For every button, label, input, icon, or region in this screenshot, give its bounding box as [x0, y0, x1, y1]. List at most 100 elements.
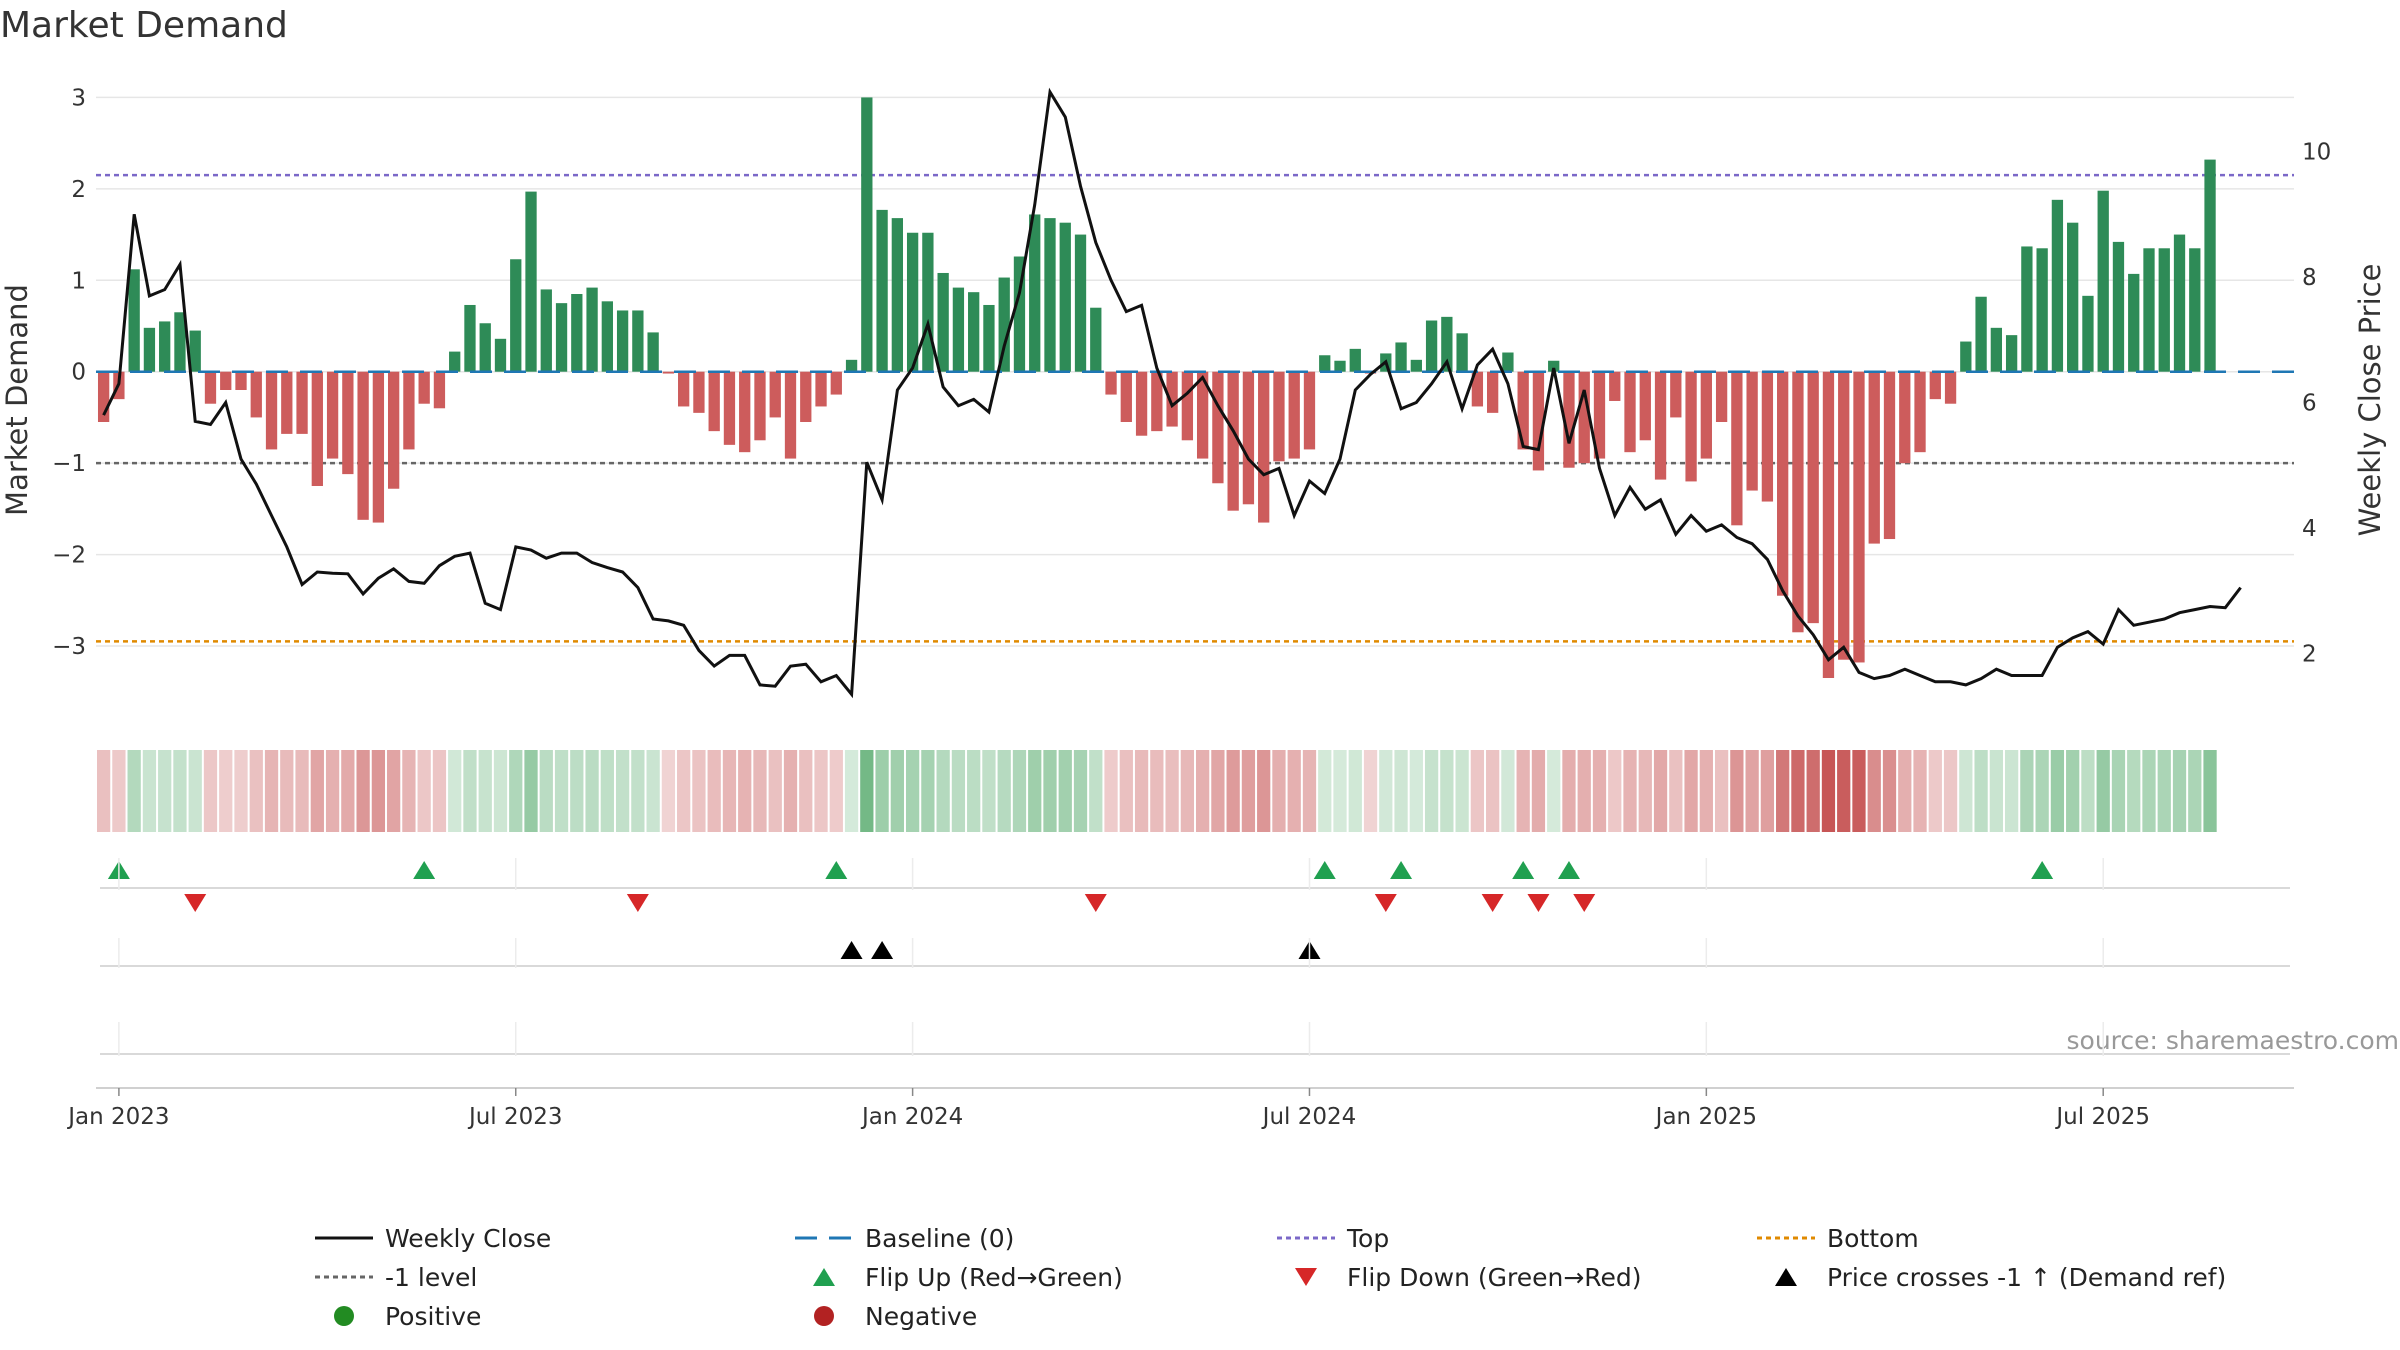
legend-label: Flip Up (Red→Green)	[865, 1263, 1123, 1292]
heat-cell	[1959, 750, 1973, 832]
negative-bar	[708, 371, 720, 432]
heat-cell	[1165, 750, 1179, 832]
heat-cell	[814, 750, 828, 832]
positive-bar	[2021, 246, 2033, 372]
heat-cell	[1333, 750, 1347, 832]
heat-cell	[661, 750, 676, 832]
right-tick-label: 6	[2302, 391, 2317, 417]
legend-item: Top	[1277, 1224, 1389, 1253]
heat-cell	[2127, 750, 2141, 832]
legend-label: -1 level	[385, 1263, 477, 1292]
heat-cell	[1028, 750, 1042, 832]
heat-cell	[2142, 750, 2156, 832]
heat-cell	[2203, 750, 2217, 832]
positive-bar	[2158, 248, 2170, 372]
heat-cell	[905, 750, 920, 832]
positive-bar	[1349, 348, 1361, 372]
legend-label: Bottom	[1827, 1224, 1919, 1253]
negative-bar	[1624, 371, 1636, 453]
heat-cell	[1196, 750, 1210, 832]
positive-bar	[2067, 222, 2079, 372]
heat-cell	[1791, 750, 1805, 832]
positive-bar	[1441, 316, 1453, 372]
negative-bar	[1563, 371, 1575, 468]
legend-label: Weekly Close	[385, 1224, 551, 1253]
heat-cell	[1653, 750, 1668, 832]
negative-bar	[723, 371, 736, 445]
heat-cell	[677, 750, 691, 832]
positive-bar	[906, 232, 919, 372]
heat-cell	[493, 750, 508, 832]
negative-bar	[1166, 371, 1178, 427]
positive-bar	[2051, 199, 2064, 372]
heat-cell	[2172, 750, 2187, 832]
heat-cell	[2081, 750, 2095, 832]
positive-bar	[861, 97, 873, 372]
heat-cell	[615, 750, 630, 832]
negative-bar	[387, 371, 400, 489]
legend-item: Flip Down (Green→Red)	[1295, 1263, 1642, 1292]
positive-bar	[1059, 222, 1071, 372]
heat-cell	[539, 750, 553, 832]
positive-bar	[632, 310, 644, 372]
negative-bar	[204, 371, 217, 404]
flip-down-marker	[1374, 894, 1397, 912]
heat-cell	[112, 750, 126, 832]
x-axis-ticks: Jan 2023 Jul 2023 Jan 2024 Jul 2024 Jan 2025…	[66, 858, 2150, 1130]
negative-bar	[1639, 371, 1651, 441]
right-tick-label: 4	[2302, 516, 2317, 542]
heat-cell	[1150, 750, 1164, 832]
heat-cell	[936, 750, 950, 832]
legend: Weekly Close Baseline (0) Top Bottom -1 leve…	[315, 1224, 2226, 1331]
heat-cell	[1226, 750, 1240, 832]
negative-bar	[403, 371, 415, 450]
negative-bar	[662, 371, 675, 374]
flip-up-marker	[1512, 861, 1535, 879]
heat-cell	[753, 750, 767, 832]
negative-bar	[830, 371, 842, 395]
heat-cell	[631, 750, 645, 832]
heat-cell	[1012, 750, 1027, 832]
weekly-close-line	[102, 87, 2242, 699]
heat-cell	[1608, 750, 1622, 832]
heat-cell	[1409, 750, 1423, 832]
positive-bar	[1548, 360, 1560, 372]
heat-cell	[1577, 750, 1591, 832]
heat-cell	[2035, 750, 2049, 832]
negative-bar	[1471, 371, 1484, 407]
positive-bar	[189, 330, 201, 372]
heat-cell	[1547, 750, 1561, 832]
heat-cell	[1134, 750, 1149, 832]
flip-up-marker	[2031, 861, 2054, 879]
positive-bar	[1395, 342, 1407, 372]
heat-cell	[1379, 750, 1393, 832]
heat-cell	[1318, 750, 1332, 832]
heat-cell	[860, 750, 874, 832]
positive-bar	[2112, 241, 2125, 372]
positive-bar	[1410, 359, 1422, 372]
heat-cell	[264, 750, 279, 832]
positive-bar	[540, 289, 552, 372]
negative-bar	[1761, 371, 1774, 502]
negative-bar	[220, 371, 232, 390]
negative-bar	[1135, 371, 1148, 436]
heat-cell	[768, 750, 782, 832]
heat-cell	[1852, 750, 1866, 832]
heat-cell	[325, 750, 340, 832]
heat-cell	[295, 750, 309, 832]
heat-cell	[203, 750, 218, 832]
positive-bar	[449, 351, 461, 372]
right-tick-label: 2	[2302, 642, 2317, 668]
positive-bar	[1029, 214, 1041, 372]
negative-bar	[1609, 371, 1621, 401]
heat-cell	[356, 750, 370, 832]
negative-bar	[1899, 371, 1911, 464]
negative-bar	[1807, 371, 1819, 624]
heat-cell	[249, 750, 263, 832]
negative-bar	[1746, 371, 1758, 491]
positive-bar	[586, 287, 598, 372]
left-tick-label: 0	[71, 360, 86, 386]
legend-label: Price crosses -1 ↑ (Demand ref)	[1827, 1263, 2226, 1292]
negative-bar	[296, 371, 308, 434]
legend-label: Negative	[865, 1302, 977, 1331]
